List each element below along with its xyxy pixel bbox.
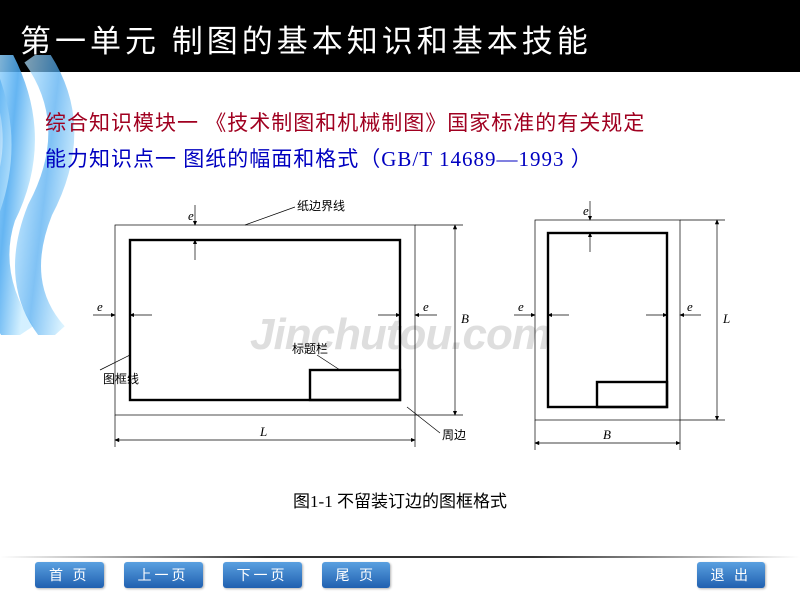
left-figure: 纸边界线 图框线 标题栏 周边 e e xyxy=(93,199,469,447)
svg-text:L: L xyxy=(722,311,730,326)
nav-divider xyxy=(0,556,800,558)
unit-title: 第一单元 制图的基本知识和基本技能 xyxy=(20,24,592,59)
svg-text:e: e xyxy=(97,299,103,314)
label-titleblock: 标题栏 xyxy=(292,341,328,356)
nav-bar: 首 页 上一页 下一页 尾 页 退 出 xyxy=(0,562,800,588)
label-margin: 周边 xyxy=(442,428,466,442)
nav-next-button[interactable]: 下一页 xyxy=(223,562,302,588)
nav-exit-button[interactable]: 退 出 xyxy=(697,562,766,588)
right-figure: e e e L B xyxy=(514,201,730,450)
unit-header: 第一单元 制图的基本知识和基本技能 xyxy=(0,0,800,72)
point-line: 能力知识点一 图纸的幅面和格式（GB/T 14689—1993 ） xyxy=(45,143,755,173)
nav-last-button[interactable]: 尾 页 xyxy=(322,562,391,588)
diagram: Jinchutou.com 纸边界线 xyxy=(45,195,755,475)
svg-text:e: e xyxy=(687,299,693,314)
svg-text:B: B xyxy=(603,427,611,442)
svg-text:e: e xyxy=(188,208,194,223)
svg-text:B: B xyxy=(461,311,469,326)
figure-caption: 图1-1 不留装订边的图框格式 xyxy=(45,487,755,512)
svg-text:e: e xyxy=(583,203,589,218)
module-line: 综合知识模块一 《技术制图和机械制图》国家标准的有关规定 xyxy=(45,107,755,137)
svg-text:e: e xyxy=(423,299,429,314)
content-area: 综合知识模块一 《技术制图和机械制图》国家标准的有关规定 能力知识点一 图纸的幅… xyxy=(0,72,800,512)
svg-text:e: e xyxy=(518,299,524,314)
svg-text:L: L xyxy=(259,424,267,439)
nav-prev-button[interactable]: 上一页 xyxy=(124,562,203,588)
label-boundary: 纸边界线 xyxy=(297,199,345,213)
label-frame: 图框线 xyxy=(103,372,139,386)
figure-svg: 纸边界线 图框线 标题栏 周边 e e xyxy=(45,195,755,475)
nav-home-button[interactable]: 首 页 xyxy=(35,562,104,588)
